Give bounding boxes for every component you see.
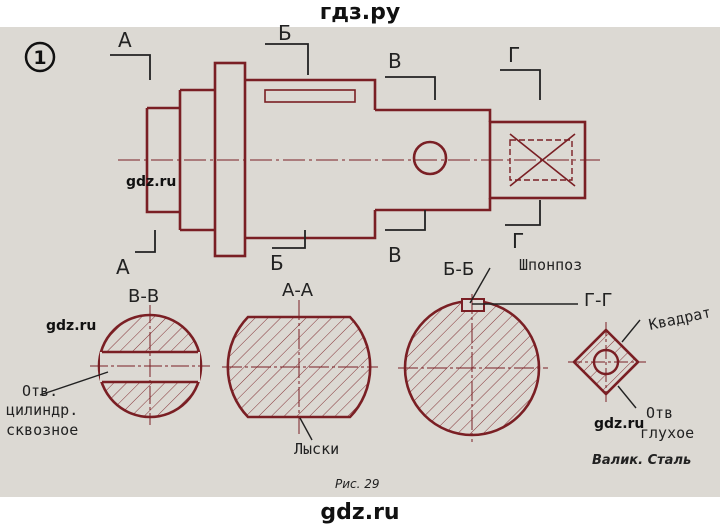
figure-title: Валик. Сталь (592, 453, 691, 468)
label-hole-type2: сквозное (6, 421, 78, 439)
section-bb (398, 294, 548, 442)
section-aa-title: А-А (282, 280, 314, 301)
section-gg (568, 322, 646, 402)
drawing-sheet (0, 27, 720, 497)
leader-lines (39, 267, 641, 441)
label-keyway: Шпонпоз (519, 256, 582, 274)
cut-g-top: Г (508, 43, 520, 67)
exercise-number: 1 (33, 47, 46, 69)
figure-number: Рис. 29 (335, 477, 380, 491)
cut-a-bottom: А (116, 255, 130, 279)
watermark-3: gdz.ru (594, 416, 644, 432)
label-blind: глухое (640, 424, 694, 442)
cut-a-top: А (118, 28, 132, 52)
label-flats: Лыски (294, 440, 339, 458)
section-vv (90, 305, 210, 425)
watermark-2: gdz.ru (46, 318, 96, 334)
cut-plane-marks (110, 43, 541, 253)
cut-b-top: Б (278, 21, 292, 45)
section-aa (222, 300, 378, 434)
exercise-number-badge: 1 (24, 41, 56, 73)
cut-g-bottom: Г (512, 229, 524, 253)
label-hole-type1: цилиндр. (6, 401, 78, 419)
label-hole: Отв. (22, 382, 58, 400)
watermark-group: gdz.ru gdz.ru gdz.ru (46, 174, 644, 432)
label-hole2: Отв (646, 404, 673, 422)
cut-b-bottom: Б (270, 251, 284, 275)
cut-v-top: В (388, 49, 402, 73)
label-square: Квадрат (647, 303, 713, 334)
section-gg-title: Г-Г (584, 290, 612, 311)
site-header: гдз.ру (319, 0, 401, 25)
watermark-1: gdz.ru (126, 174, 176, 190)
site-footer: gdz.ru (320, 500, 400, 525)
section-bb-title: Б-Б (443, 259, 474, 280)
shaft-main-view (118, 61, 600, 258)
cut-plane-letters: А А Б Б В В Г Г (116, 21, 524, 279)
cut-v-bottom: В (388, 243, 402, 267)
section-vv-title: В-В (128, 286, 159, 307)
